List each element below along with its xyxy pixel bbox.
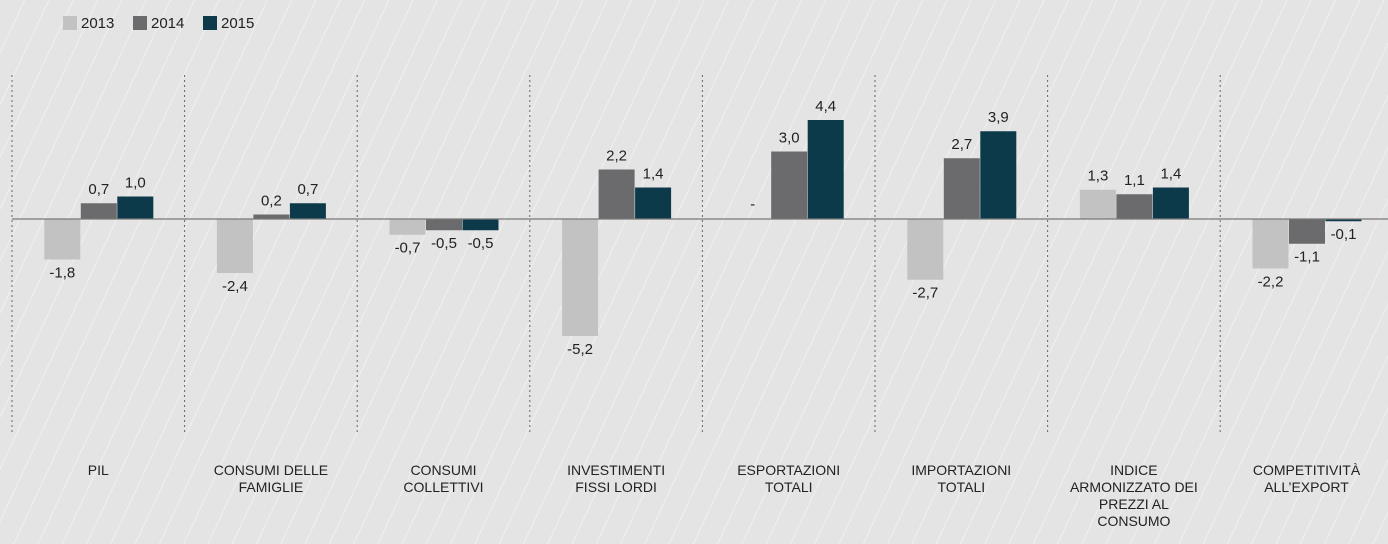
legend-label: 2013 (81, 15, 114, 32)
value-label: 3,0 (779, 129, 800, 146)
bar (598, 169, 635, 219)
value-label: 0,7 (297, 181, 318, 198)
bar (980, 131, 1017, 219)
value-label: 1,4 (643, 165, 664, 182)
value-label: -1,1 (1294, 249, 1320, 266)
bar (1252, 219, 1289, 269)
legend-swatch (133, 16, 147, 30)
bar (943, 158, 980, 219)
bar (1079, 189, 1116, 219)
value-label: -2,2 (1258, 273, 1284, 290)
category-label: ESPORTAZIONI TOTALI (737, 462, 841, 495)
bar (44, 219, 81, 260)
legend-swatch (203, 16, 217, 30)
value-label: 2,2 (606, 147, 627, 164)
bar (1325, 219, 1362, 222)
bar (1289, 219, 1325, 244)
bar (1116, 194, 1153, 219)
bar (80, 203, 117, 219)
value-label: 0,7 (88, 181, 109, 198)
value-label: -5,2 (567, 341, 593, 358)
value-label: -0,5 (431, 235, 457, 252)
value-label: -0,7 (395, 240, 421, 257)
value-label: -1,8 (49, 264, 75, 281)
category-label: CONSUMI COLLETTIVI (403, 462, 484, 495)
value-label: -2,4 (222, 278, 248, 295)
bar (289, 203, 326, 219)
value-label: -0,5 (468, 235, 494, 252)
bar (635, 187, 672, 219)
category-label: PIL (87, 462, 109, 478)
legend-label: 2015 (221, 15, 254, 32)
bar (426, 219, 462, 231)
legend-label: 2014 (151, 15, 184, 32)
bar (771, 151, 808, 219)
value-label: -0,1 (1331, 226, 1357, 243)
category-label: IMPORTAZIONI TOTALI (911, 462, 1012, 495)
category-label: COMPETITIVITÀ ALL’EXPORT (1252, 462, 1361, 495)
category-label: INVESTIMENTI FISSI LORDI (567, 462, 666, 495)
bar (907, 219, 944, 280)
legend-swatch (63, 16, 77, 30)
bar (253, 214, 290, 219)
category-label: INDICE ARMONIZZATO DEI PREZZI AL CONSUMO (1069, 462, 1198, 529)
value-label: 2,7 (951, 136, 972, 153)
bar (562, 219, 599, 336)
bar (389, 219, 426, 235)
bar (1152, 187, 1189, 219)
bar (216, 219, 253, 273)
bar (117, 196, 154, 219)
category-label: CONSUMI DELLE FAMIGLIE (213, 462, 329, 495)
value-label: 3,9 (988, 109, 1009, 126)
value-label: 1,1 (1124, 172, 1145, 189)
value-label: 1,0 (125, 174, 146, 191)
bar (807, 120, 844, 219)
bar (462, 219, 499, 231)
value-label: 1,3 (1087, 168, 1108, 185)
value-label: -2,7 (912, 285, 938, 302)
value-label: 0,2 (261, 192, 282, 209)
value-label: - (750, 196, 755, 213)
value-label: 1,4 (1160, 165, 1181, 182)
value-label: 4,4 (815, 98, 836, 115)
